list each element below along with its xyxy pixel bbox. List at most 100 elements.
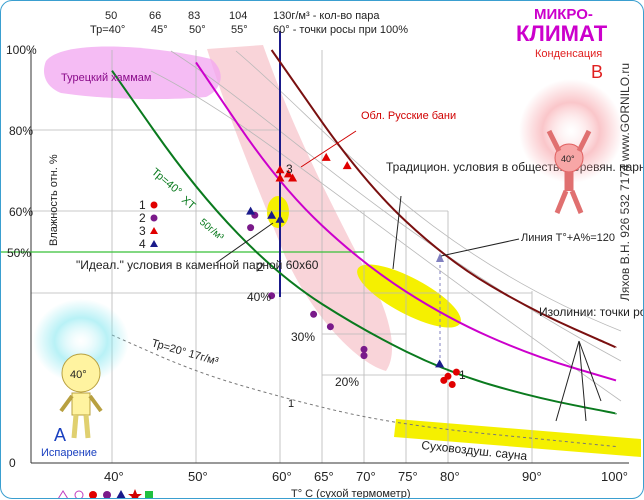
y-tick-label: 60% [9,205,33,219]
data-point-series-4-3 [435,359,445,368]
curve-label-1: 1 [288,398,294,410]
curve-series-3 [111,334,617,448]
x-tick-label: 80° [440,469,460,484]
figure-leg [71,414,79,439]
line120-label: Линия T°+A%=120 [521,232,615,244]
curve-series-1 [195,61,617,382]
x-tick-label: 65° [314,469,334,484]
pointer-line [392,195,402,270]
legend-label: 4 [139,237,146,251]
isoline [150,70,622,402]
y-axis-label: Влажность отн. % [48,154,60,246]
data-point-series-3-5 [342,161,352,170]
y-right-mark: 30% [291,330,315,344]
data-point-series-2-2 [268,292,276,300]
x-tick-label: 60° [272,469,292,484]
circle-outline-icon [74,490,84,498]
ideal-zone [267,196,289,228]
x-tick-label: 75° [398,469,418,484]
figure-arm [59,394,74,413]
traditional-zone [357,264,461,328]
arrow-up-icon [436,253,444,262]
triangle-blue-icon [116,490,126,498]
russian-bath-zone [207,45,393,371]
figure-arm [576,129,592,153]
isolines-label: Изолинии: точки росы Тр [539,305,644,319]
evaporation-figure: 40° A Испарение [33,299,129,459]
figure-arm [546,129,562,153]
circle-purple-icon [103,491,111,498]
y-tick-label: 0 [9,456,16,470]
russian-num: 3 [286,162,293,176]
figure-head [61,353,101,393]
data-point-series-4-0 [246,206,256,215]
figure-glow [519,79,623,183]
y-right-mark: 20% [335,375,359,389]
data-point-series-3-0 [275,165,285,174]
data-point-series-2-6 [360,352,368,360]
figure-body [71,392,91,416]
figure-leg [569,190,584,214]
curve-label-50: 50г/м³ [197,217,226,244]
top-axis-tr: 55° [231,24,248,36]
top-axis-tr: 50° [189,24,206,36]
figure-leg [83,414,91,439]
x-tick-label: 100° [601,469,628,484]
dry-sauna-band [394,419,641,457]
condensation-figure: 40° [519,79,623,214]
square-green-icon [145,491,153,498]
ideal-label: "Идеал." условия в каменной парной 60х60 [76,258,319,272]
x-tick-label: 40° [104,469,124,484]
grid [31,50,629,464]
y-tick-label: 50% [7,246,31,260]
title-line1: МИКРО- [534,6,593,23]
author-credit: Ляхов В.Н. 926 532 7174 www.GORNILO.ru [618,63,632,301]
x-tick-label: 70° [356,469,376,484]
curve-series-0 [111,70,617,415]
point-label-1: 1 [459,368,466,382]
top-axis-value: 104 [229,10,247,22]
x-tick-label: 90° [522,469,542,484]
top-axis-value: 66 [149,10,161,22]
x-tick-labels: 40° 50° 60° 65° 70° 75° 80° 90° 100° [104,469,628,484]
data-points [246,152,460,388]
data-point-series-2-3 [310,310,318,318]
russian-label: Обл. Русские бани [361,110,456,122]
data-point-series-3-1 [283,169,293,178]
pointer-line [215,222,274,264]
top-axis-tr: 45° [151,24,168,36]
y-tick-label: 100% [6,43,37,57]
data-point-series-4-2 [275,214,285,223]
top-axis-tail-tr: 60° - точки росы при 100% [273,24,408,36]
data-point-series-2-5 [360,345,368,353]
turkish-bath-zone [43,46,221,100]
y-tick-label: 40% [247,290,271,304]
data-point-series-1-2 [440,376,448,384]
x-axis-label: T° C (сухой термометр) [291,488,411,499]
data-point-series-3-4 [321,152,331,161]
top-axis: 50 Тр=40° 66 45° 83 50° 104 55° 130г/м³ … [90,10,408,36]
isoline [235,50,622,332]
data-point-series-3-3 [288,173,298,182]
symbol-strip [58,489,153,498]
curves [111,49,617,448]
axes [30,50,629,464]
y-tick-labels: 0 40% 50% 60% 80% 100% 20% 30% [6,43,359,470]
pointer-line [300,130,357,168]
triangle-outline-icon [58,490,68,498]
top-axis-tr: Тр=40° [90,24,125,36]
curve-label-tr40: Тр=40° [149,166,184,198]
legend-label: 2 [139,211,146,225]
pointer-line [555,340,580,422]
pointer-line [578,340,602,402]
title-line2: КЛИМАТ [516,21,608,46]
legend-label: 3 [139,224,146,238]
legend-label: 1 [139,198,146,212]
top-axis-value: 83 [188,10,200,22]
condensation-letter: B [591,62,603,82]
figure-arm [88,394,103,413]
legend-marker-circle-purple [150,214,158,222]
pointer-line [578,340,587,422]
